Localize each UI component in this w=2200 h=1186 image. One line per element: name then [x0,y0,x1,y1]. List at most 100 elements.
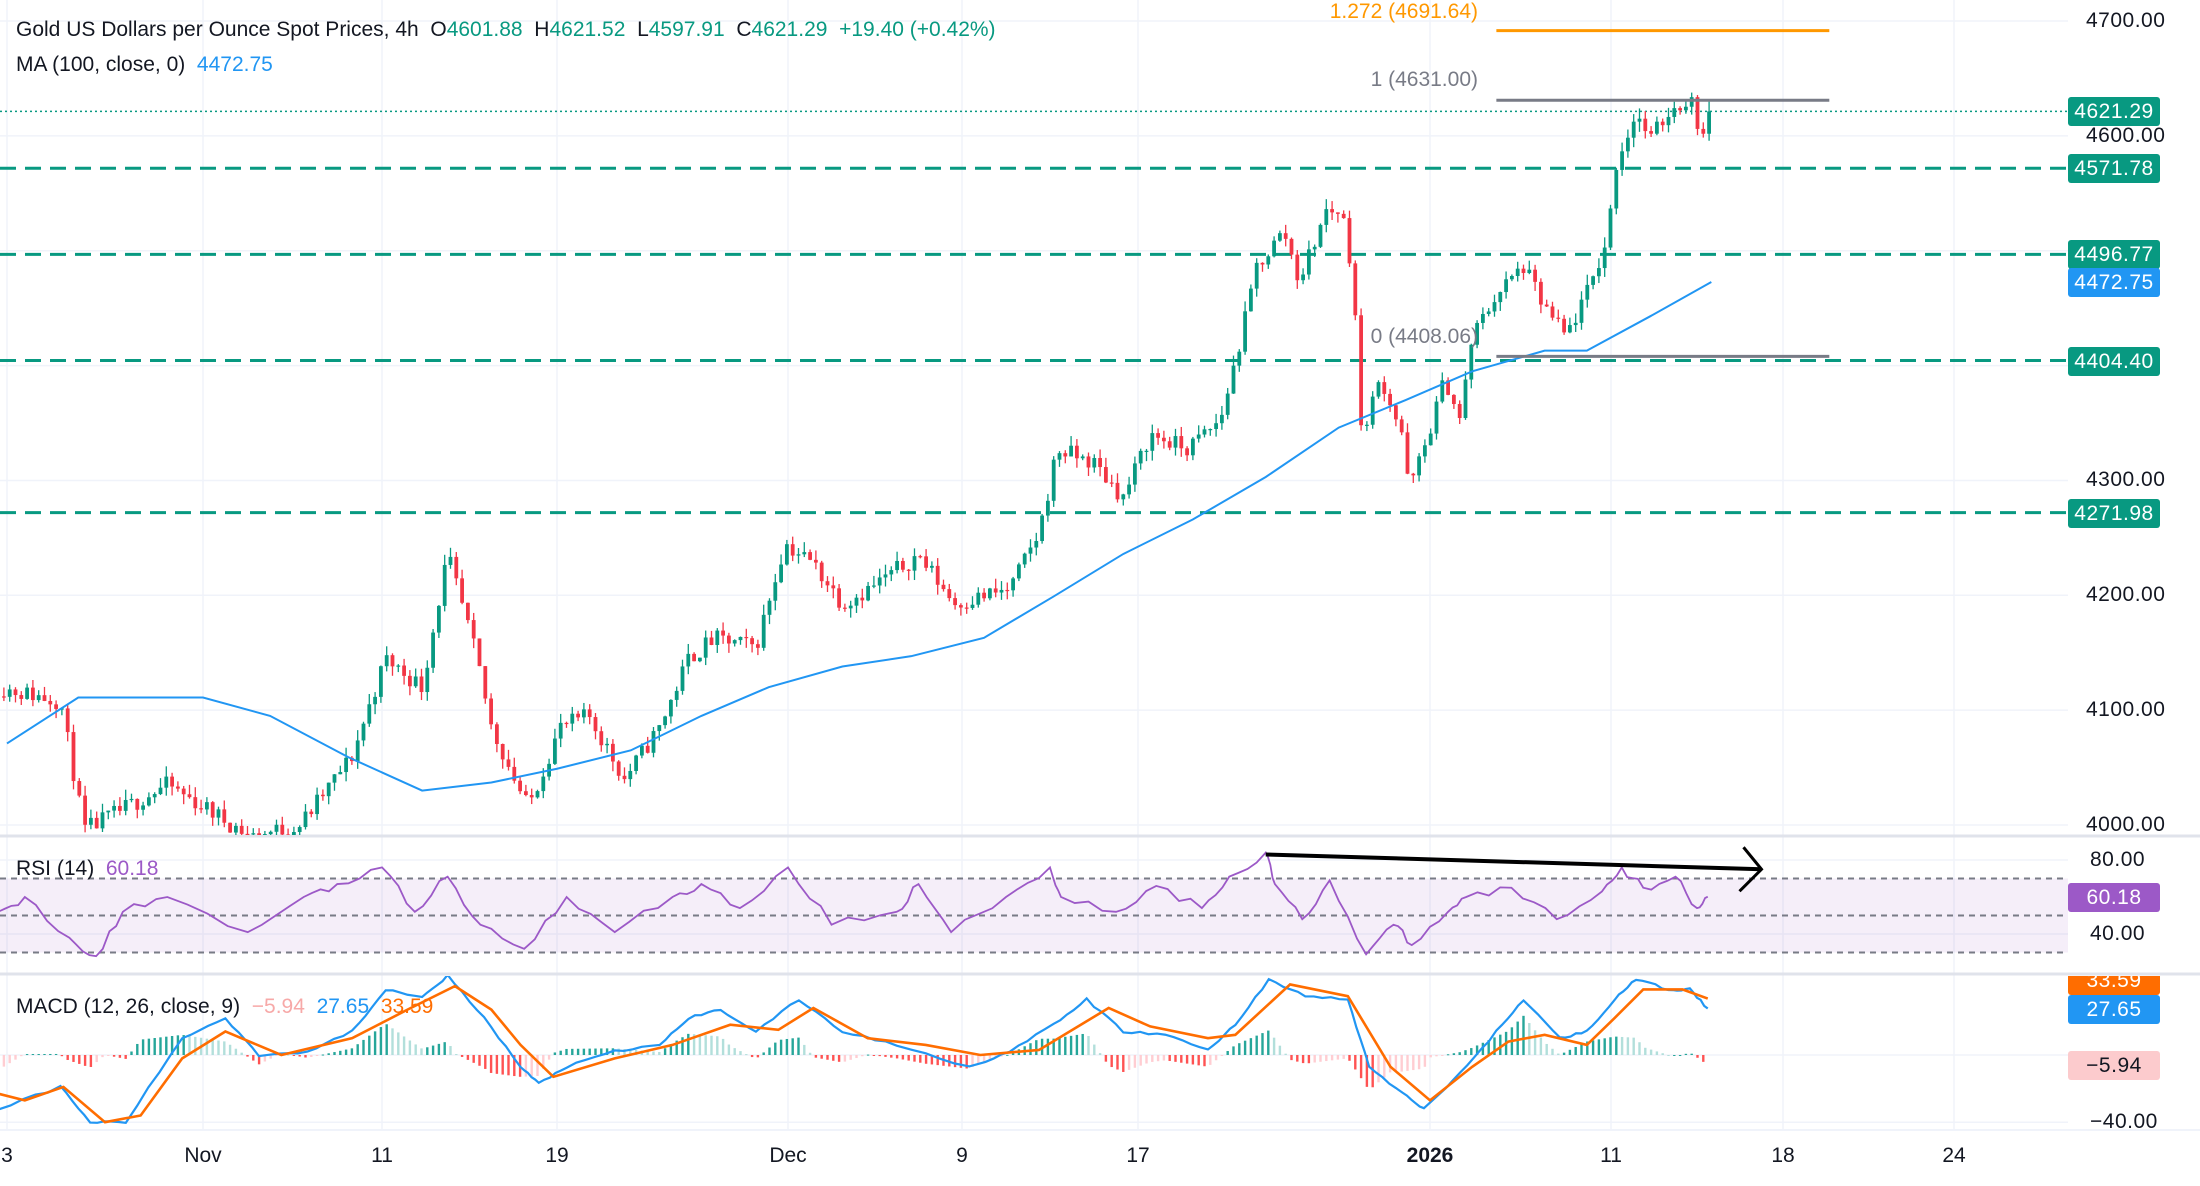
macd-axis[interactable]: −40.00 33.59 27.65 −5.94 [2068,976,2200,1130]
open-label: O [430,18,447,41]
candle-body [1063,453,1068,457]
macd-pane [0,976,1709,1125]
macd-histogram-bar [727,1044,731,1055]
macd-histogram-bar [1156,1055,1160,1062]
candle-body [889,570,894,575]
candle-body [1707,111,1711,134]
candle-body [1185,448,1189,456]
fibonacci-extension[interactable] [1496,29,1830,358]
macd-histogram-bar [1365,1055,1369,1087]
macd-histogram-bar [25,1054,29,1056]
candle-body [83,795,87,825]
candle-body [1156,433,1160,438]
macd-histogram-bar [1168,1055,1171,1061]
candle-body [175,786,180,789]
candle-body [523,791,528,796]
candle-body [1486,311,1491,314]
macd-histogram-bar [54,1053,58,1055]
candle-body [425,667,430,693]
candle-body [1434,401,1439,434]
candle-body [1596,268,1601,277]
macd-histogram-bar [1046,1038,1050,1055]
macd-histogram-bar [1359,1055,1363,1079]
high-label: H [534,18,550,41]
candle-body [25,687,29,699]
macd-histogram-bar [1122,1055,1125,1072]
candle-body [170,776,174,787]
price-axis-label: 4571.78 [2068,154,2160,184]
macd-histogram-bar [1586,1041,1589,1055]
candle-body [1179,436,1184,449]
candle-body [581,709,586,718]
candle-body [1335,212,1340,214]
macd-histogram-bar [228,1044,232,1055]
candle-body [1428,433,1433,446]
price-axis-tick: 4000.00 [2086,813,2166,837]
macd-histogram-bar [901,1055,905,1060]
candle-body [842,607,847,609]
macd-histogram-bar [1220,1055,1224,1056]
rsi-legend[interactable]: RSI (14) 60.18 [16,857,158,881]
candle-body [396,665,401,667]
low-value: 4597.91 [648,18,725,41]
time-axis-tick: 11 [371,1144,393,1167]
macd-histogram-bar [687,1033,690,1055]
macd-histogram-bar [1203,1055,1206,1067]
macd-histogram-bar [1649,1049,1653,1055]
macd-histogram-bar [1533,1030,1537,1055]
macd-histogram-bar [257,1055,261,1065]
horizontal-levels[interactable] [0,110,2068,515]
time-axis-tick: 2026 [1406,1144,1454,1167]
candle-body [309,811,314,815]
candle-body [599,731,604,746]
candle-body [257,833,261,835]
macd-histogram-bar [1609,1037,1612,1055]
candle-body [286,834,290,835]
macd-histogram-bar [426,1047,429,1055]
macd-histogram-bar [530,1055,533,1077]
macd-histogram-bar [1307,1055,1311,1064]
candle-body [610,743,615,762]
ma-legend[interactable]: MA (100, close, 0) 4472.75 [16,53,273,77]
macd-histogram-bar [188,1035,191,1055]
candle-body [1515,268,1520,276]
symbol-legend: Gold US Dollars per Ounce Spot Prices, 4… [16,18,996,42]
macd-histogram-bar [1313,1055,1316,1063]
macd-histogram-bar [774,1042,777,1055]
price-axis-tick: 4600.00 [2086,123,2166,147]
macd-histogram-bar [861,1055,864,1057]
macd-histogram-bar [240,1052,243,1055]
macd-histogram-bar [1545,1043,1548,1055]
candle-body [813,559,818,563]
macd-histogram-bar [1539,1037,1543,1055]
candle-body [680,666,685,691]
candle-body [7,689,12,697]
candle-body [141,805,145,810]
rsi-divergence-arrow[interactable] [1265,846,1764,893]
candle-body [36,695,41,701]
macd-histogram-bar [269,1055,272,1059]
macd-histogram-bar [1180,1055,1183,1063]
candle-body [1022,553,1027,565]
macd-legend[interactable]: MACD (12, 26, close, 9) −5.94 27.65 33.5… [16,995,433,1019]
candle-body [790,544,795,556]
candle-body [1115,482,1120,500]
macd-histogram-bar [397,1032,400,1055]
macd-histogram-bar [83,1055,87,1066]
candle-body [1028,547,1033,554]
macd-histogram-bar [536,1055,539,1076]
candle-body [831,585,836,589]
macd-histogram-bar [658,1051,661,1055]
candle-body [210,802,215,818]
candle-body [558,722,563,739]
macd-histogram-bar [1064,1036,1067,1055]
candle-body [1127,484,1131,495]
candle-body [895,560,899,571]
macd-histogram-bar [49,1053,52,1055]
macd-histogram-bar [895,1055,899,1059]
macd-histogram-bar [646,1051,649,1055]
macd-histogram-bar [1348,1055,1351,1061]
macd-histogram-bar [2,1055,6,1067]
candle-body [419,676,424,693]
